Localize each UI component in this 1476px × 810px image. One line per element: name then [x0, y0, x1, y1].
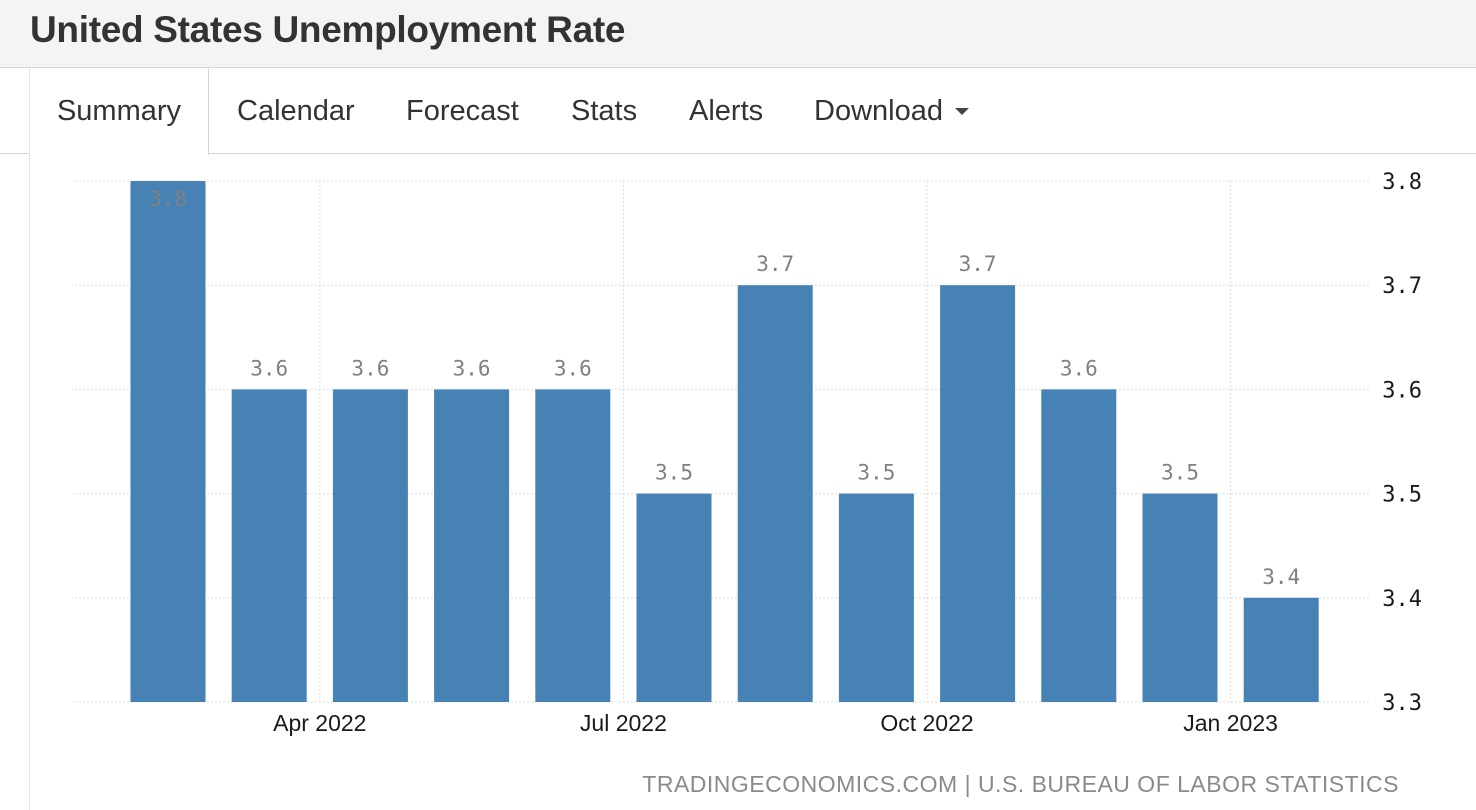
data-label: 3.5: [1161, 461, 1199, 485]
data-label: 3.5: [857, 461, 895, 485]
bar: [940, 285, 1016, 702]
tab-forecast[interactable]: Forecast: [406, 95, 519, 127]
bar: [1243, 597, 1319, 702]
bar: [535, 389, 611, 702]
y-tick-label: 3.8: [1382, 170, 1422, 195]
y-tick-label: 3.5: [1382, 483, 1422, 508]
tab-summary[interactable]: Summary: [29, 68, 209, 155]
tab-stats[interactable]: Stats: [571, 95, 638, 127]
data-label: 3.6: [1060, 356, 1098, 380]
bar: [130, 181, 206, 702]
data-label: 3.6: [554, 356, 592, 380]
data-label: 3.5: [655, 461, 693, 485]
caret-down-icon: [954, 107, 969, 115]
data-label: 3.7: [756, 252, 794, 276]
x-tick-label: Apr 2022: [273, 710, 366, 736]
x-tick-label: Jul 2022: [580, 710, 667, 736]
tab-download-label: Download: [814, 95, 943, 127]
y-tick-label: 3.7: [1382, 274, 1422, 299]
source-attribution: TRADINGECONOMICS.COM | U.S. BUREAU OF LA…: [642, 771, 1399, 797]
bar: [1041, 389, 1117, 702]
bar: [231, 389, 307, 702]
x-tick-label: Jan 2023: [1183, 710, 1278, 736]
chart-bars: [130, 181, 1319, 702]
chart-x-axis: Apr 2022 Jul 2022 Oct 2022 Jan 2023: [273, 710, 1278, 736]
data-label: 3.6: [453, 356, 491, 380]
bar: [636, 493, 712, 702]
tab-calendar[interactable]: Calendar: [237, 95, 355, 127]
bar: [434, 389, 510, 702]
tab-download[interactable]: Download: [814, 68, 969, 154]
content-border: [29, 68, 30, 810]
data-label: 3.6: [351, 356, 389, 380]
data-label: 3.7: [959, 252, 997, 276]
page-header: United States Unemployment Rate: [0, 0, 1476, 68]
data-label: 3.6: [250, 356, 288, 380]
chart-grid: [75, 180, 1370, 703]
bar: [838, 493, 914, 702]
data-label: 3.8: [149, 187, 187, 211]
chart-y-axis: 3.8 3.7 3.6 3.5 3.4 3.3: [1382, 170, 1422, 716]
bar: [332, 389, 408, 702]
y-tick-label: 3.4: [1382, 587, 1422, 612]
y-tick-label: 3.3: [1382, 691, 1422, 716]
y-tick-label: 3.6: [1382, 378, 1422, 403]
bar: [737, 285, 813, 702]
x-tick-label: Oct 2022: [880, 710, 973, 736]
bar: [1142, 493, 1218, 702]
page-title: United States Unemployment Rate: [30, 9, 626, 50]
data-label: 3.4: [1262, 565, 1300, 589]
chart-data-labels: 3.8 3.6 3.6 3.6 3.6 3.5 3.7 3.5 3.7 3.6 3.5 3.4: [149, 187, 1300, 589]
tab-alerts[interactable]: Alerts: [689, 95, 764, 127]
tabs-bar: Summary Calendar Forecast Stats Alerts D…: [0, 68, 1476, 155]
